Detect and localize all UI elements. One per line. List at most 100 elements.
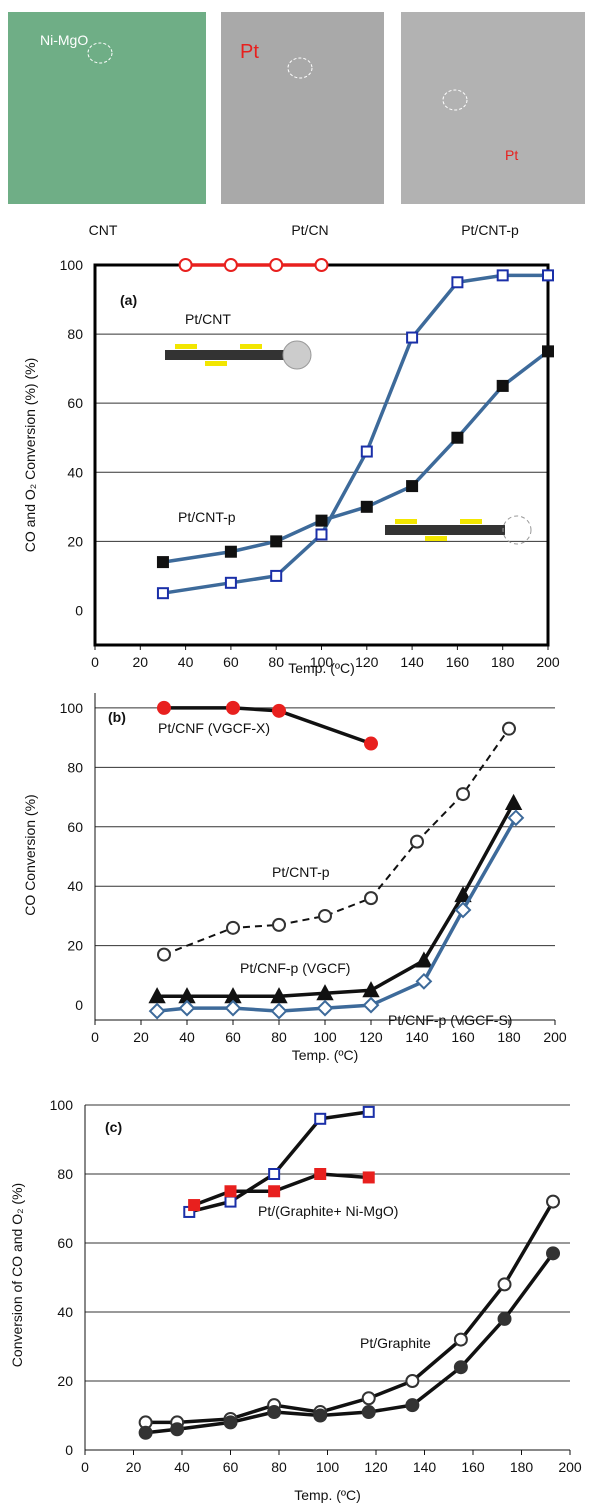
y-tick-label: 100 bbox=[50, 1097, 74, 1113]
data-point bbox=[496, 379, 509, 392]
x-tick-label: 160 bbox=[446, 654, 470, 670]
data-point bbox=[314, 1168, 327, 1180]
data-point bbox=[148, 987, 166, 1004]
data-point bbox=[270, 569, 283, 582]
y-tick-label: 60 bbox=[67, 819, 83, 835]
data-point bbox=[546, 1194, 561, 1209]
x-tick-label: 40 bbox=[174, 1459, 190, 1475]
x-tick-label: 60 bbox=[223, 654, 239, 670]
micrograph bbox=[401, 12, 585, 204]
x-tick-label: 80 bbox=[271, 1459, 287, 1475]
x-axis-label: Temp. (ºC) bbox=[292, 1047, 359, 1063]
data-point bbox=[453, 1360, 468, 1375]
data-point bbox=[456, 787, 470, 802]
data-point bbox=[362, 996, 380, 1014]
image-label: Pt bbox=[505, 147, 518, 163]
data-point bbox=[497, 1277, 512, 1292]
annotation: (c) bbox=[105, 1119, 122, 1135]
data-point bbox=[268, 1168, 281, 1180]
pt-particle bbox=[205, 361, 227, 366]
data-point bbox=[270, 987, 288, 1004]
data-point bbox=[360, 500, 373, 513]
data-point bbox=[315, 514, 328, 527]
x-tick-label: 80 bbox=[268, 654, 284, 670]
data-point bbox=[270, 1002, 288, 1020]
x-tick-label: 100 bbox=[316, 1459, 340, 1475]
data-point bbox=[270, 535, 283, 548]
image-label: Ni-MgO bbox=[40, 32, 88, 48]
data-point bbox=[405, 1374, 420, 1388]
data-point bbox=[226, 700, 240, 715]
data-point bbox=[224, 545, 237, 558]
y-tick-label: 80 bbox=[67, 759, 83, 775]
data-point bbox=[272, 703, 286, 718]
x-tick-label: 140 bbox=[400, 654, 424, 670]
data-point bbox=[156, 587, 169, 600]
x-tick-label: 200 bbox=[558, 1459, 582, 1475]
data-point bbox=[504, 793, 523, 810]
y-tick-label: 80 bbox=[67, 326, 83, 342]
x-tick-label: 160 bbox=[461, 1459, 485, 1475]
pt-particle bbox=[240, 344, 262, 349]
x-tick-label: 180 bbox=[497, 1029, 521, 1045]
x-tick-label: 0 bbox=[91, 1029, 99, 1045]
x-tick-label: 100 bbox=[310, 654, 334, 670]
x-tick-label: 60 bbox=[223, 1459, 239, 1475]
data-point bbox=[224, 1185, 237, 1198]
marker-circle bbox=[87, 42, 113, 64]
annotation: Pt/CNF-p (VGCF-S) bbox=[388, 1012, 512, 1028]
x-tick-label: 100 bbox=[313, 1029, 337, 1045]
y-tick-label: 20 bbox=[67, 533, 83, 549]
data-point bbox=[224, 576, 237, 589]
series-line bbox=[164, 706, 372, 746]
data-point bbox=[542, 269, 554, 282]
marker-circle bbox=[442, 89, 468, 111]
data-point bbox=[178, 999, 196, 1017]
data-point bbox=[314, 1112, 327, 1125]
data-point bbox=[138, 1425, 153, 1440]
data-point bbox=[451, 276, 464, 289]
x-tick-label: 140 bbox=[413, 1459, 437, 1475]
y-tick-label: 40 bbox=[67, 464, 83, 480]
data-point bbox=[267, 1405, 282, 1420]
series-line bbox=[145, 1252, 555, 1435]
data-point bbox=[502, 721, 516, 736]
data-point bbox=[454, 886, 472, 903]
data-point bbox=[362, 981, 380, 998]
x-tick-label: 60 bbox=[225, 1029, 241, 1045]
data-point bbox=[360, 445, 373, 458]
data-point bbox=[178, 258, 193, 272]
catalyst-particle bbox=[282, 340, 312, 370]
image-label: Pt bbox=[240, 41, 259, 63]
x-tick-label: 120 bbox=[364, 1459, 388, 1475]
data-point bbox=[542, 345, 554, 358]
data-point bbox=[170, 1422, 185, 1437]
x-tick-label: 180 bbox=[510, 1459, 534, 1475]
x-tick-label: 80 bbox=[271, 1029, 287, 1045]
data-point bbox=[451, 431, 464, 444]
x-axis-label: Temp. (ºC) bbox=[288, 660, 355, 676]
data-point bbox=[362, 1105, 375, 1118]
y-tick-label: 60 bbox=[57, 1235, 73, 1251]
image-caption: Pt/CN bbox=[291, 222, 328, 238]
y-tick-label: 20 bbox=[57, 1373, 73, 1389]
data-point bbox=[546, 1246, 561, 1261]
y-tick-label: 100 bbox=[60, 700, 84, 716]
data-point bbox=[148, 1002, 166, 1020]
x-tick-label: 20 bbox=[126, 1459, 142, 1475]
x-tick-label: 200 bbox=[536, 654, 560, 670]
data-point bbox=[268, 1185, 281, 1198]
data-point bbox=[415, 951, 433, 968]
x-tick-label: 20 bbox=[133, 1029, 149, 1045]
y-axis-label: CO Conversion (%) bbox=[22, 794, 38, 915]
data-point bbox=[453, 1332, 468, 1347]
y-tick-label: 40 bbox=[67, 878, 83, 894]
data-point bbox=[454, 901, 472, 919]
x-tick-label: 20 bbox=[133, 654, 149, 670]
y-tick-label: 20 bbox=[67, 938, 83, 954]
data-point bbox=[188, 1199, 201, 1212]
tube-schematic bbox=[165, 350, 285, 360]
x-tick-label: 160 bbox=[451, 1029, 475, 1045]
data-point bbox=[315, 528, 328, 541]
annotation: Pt/CNF-p (VGCF) bbox=[240, 960, 350, 976]
